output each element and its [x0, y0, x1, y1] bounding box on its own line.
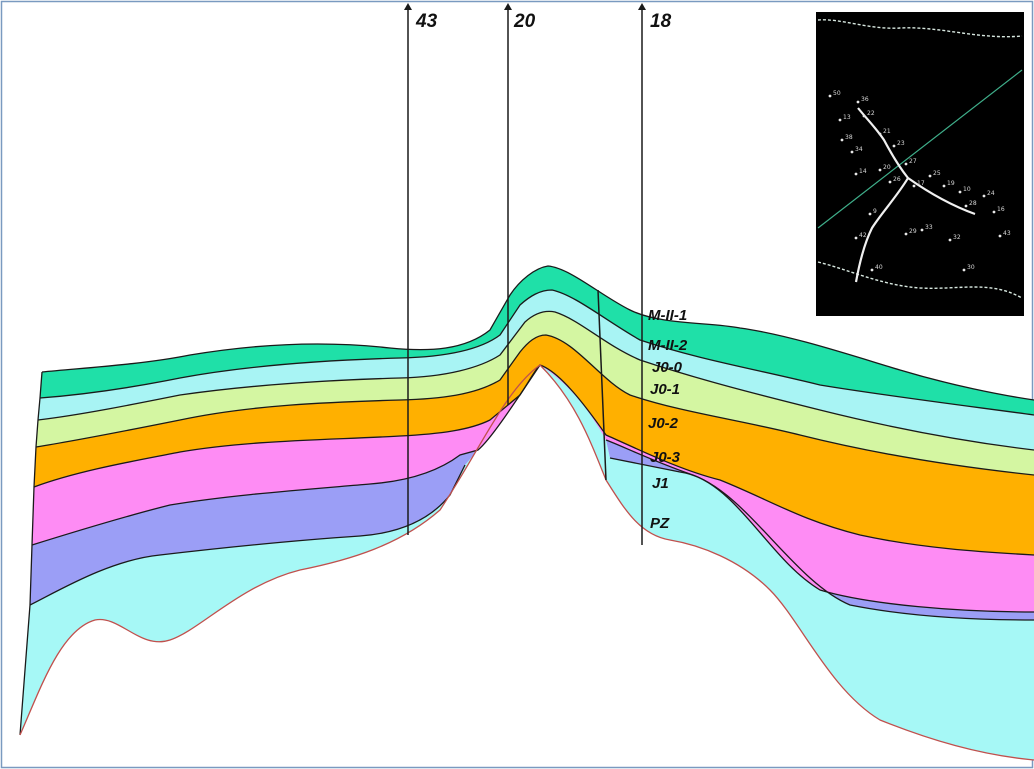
- inset-map-point-43: [998, 234, 1002, 238]
- contact-line-7: [29, 457, 1034, 621]
- layer-labels: M-II-1 M-II-2 J0-0 J0-1 J0-2 J0-3 J1 PZ: [648, 307, 688, 532]
- well-20-label: 20: [513, 11, 536, 32]
- inset-map-bottom-boundary: [817, 261, 1023, 299]
- inset-map-point-34: [850, 150, 854, 154]
- inset-map-point-label: 24: [987, 190, 995, 197]
- inset-map-background: [816, 12, 1024, 316]
- fault-line-right: [597, 289, 607, 481]
- inset-map-point-13: [838, 118, 842, 122]
- inset-map-point-label: 10: [963, 186, 971, 193]
- inset-map-point-28: [964, 204, 968, 208]
- inset-map-point-label: 17: [917, 180, 925, 187]
- inset-map-well-points: 50 36 13 22 38 21 34 23 14 20 27 26 25 17 19 10 24 28 16 43…: [828, 90, 1011, 272]
- inset-map-point-label: 23: [897, 140, 905, 147]
- inset-map-point-label: 32: [953, 234, 961, 241]
- inset-map-point-label: 16: [997, 206, 1005, 213]
- layer-m-ii-1-fill: [40, 266, 1034, 415]
- inset-map-point-19: [942, 184, 946, 188]
- inset-map-point-label: 9: [873, 208, 877, 215]
- inset-map-point-label: 40: [875, 264, 883, 271]
- inset-map-point-label: 38: [845, 134, 853, 141]
- contact-line-3: [37, 310, 1034, 451]
- inset-map-point-label: 43: [1003, 230, 1011, 237]
- layer-label-j0-0: J0-0: [652, 359, 683, 376]
- inset-map-point-label: 34: [855, 146, 863, 153]
- contact-line-top: [41, 265, 1034, 401]
- inset-map-point-33: [920, 228, 924, 232]
- inset-location-map: 50 36 13 22 38 21 34 23 14 20 27 26 25 17 19 10 24 28 16 43…: [816, 12, 1024, 316]
- inset-map-section-line: [817, 69, 1023, 229]
- inset-map-point-26: [888, 180, 892, 184]
- inset-map-point-20: [878, 168, 882, 172]
- well-43: 43: [404, 3, 438, 535]
- inset-map-point-10: [958, 190, 962, 194]
- inset-map-point-label: 14: [859, 168, 867, 175]
- inset-map-point-label: 26: [893, 176, 901, 183]
- inset-map-point-25: [928, 174, 932, 178]
- inset-map-point-17: [912, 184, 916, 188]
- layer-label-pz: PZ: [650, 515, 670, 532]
- inset-map-point-36: [856, 100, 860, 104]
- inset-map-point-label: 29: [909, 228, 917, 235]
- contact-line-4: [35, 334, 1034, 476]
- layer-label-m-ii-2: M-II-2: [648, 337, 688, 354]
- inset-map-point-label: 20: [883, 164, 891, 171]
- inset-map-point-label: 25: [933, 170, 941, 177]
- inset-map-point-29: [904, 232, 908, 236]
- layer-j0-1-fill: [34, 335, 1034, 555]
- inset-map-point-42: [854, 236, 858, 240]
- inset-map-point-14: [854, 172, 858, 176]
- layer-label-j0-1: J0-1: [650, 381, 680, 398]
- inset-map-point-22: [862, 114, 866, 118]
- inset-map-point-32: [948, 238, 952, 242]
- inset-map-point-label: 13: [843, 114, 851, 121]
- inset-map-point-label: 36: [861, 96, 869, 103]
- inset-map-point-label: 22: [867, 110, 875, 117]
- contact-line-2: [39, 289, 1034, 416]
- contact-lines: [19, 265, 1034, 736]
- inset-map-point-23: [892, 144, 896, 148]
- inset-map-point-label: 27: [909, 158, 917, 165]
- well-20: 20: [504, 3, 536, 310]
- inset-map-point-label: 21: [883, 128, 891, 135]
- inset-map-point-40: [870, 268, 874, 272]
- basement-line: [19, 364, 1034, 761]
- inset-map-point-9: [868, 212, 872, 216]
- left-edge-line: [19, 371, 43, 736]
- inset-map-point-50: [828, 94, 832, 98]
- contact-line-6: [31, 364, 1034, 613]
- layer-label-j0-3: J0-3: [650, 449, 681, 466]
- well-43-label: 43: [415, 11, 438, 32]
- layer-label-m-ii-1: M-II-1: [648, 307, 687, 324]
- inset-map-point-21: [878, 132, 882, 136]
- inset-map-road: [854, 107, 976, 283]
- inset-map-point-27: [904, 162, 908, 166]
- inset-map-point-label: 30: [967, 264, 975, 271]
- well-18: 18: [638, 3, 672, 545]
- inset-map-point-24: [982, 194, 986, 198]
- well-20-marker: [504, 3, 512, 10]
- inset-map-point-label: 19: [947, 180, 955, 187]
- well-18-marker: [638, 3, 646, 10]
- inset-map-point-38: [840, 138, 844, 142]
- well-18-label: 18: [650, 11, 672, 32]
- layer-j0-0-fill: [36, 311, 1034, 475]
- inset-map-point-16: [992, 210, 996, 214]
- inset-map-top-boundary: [817, 19, 1023, 38]
- layer-m-ii-2-fill: [38, 290, 1034, 450]
- well-43-marker: [404, 3, 412, 10]
- layer-j1-fill: [20, 365, 1034, 760]
- inset-map-point-label: 33: [925, 224, 933, 231]
- inset-map-point-label: 50: [833, 90, 841, 97]
- layer-label-j0-2: J0-2: [648, 415, 679, 432]
- layer-j0-2-fill: [32, 365, 1034, 612]
- layer-label-j1: J1: [652, 475, 669, 492]
- inset-map-point-30: [962, 268, 966, 272]
- inset-map-point-label: 42: [859, 232, 867, 239]
- inset-map-point-label: 28: [969, 200, 977, 207]
